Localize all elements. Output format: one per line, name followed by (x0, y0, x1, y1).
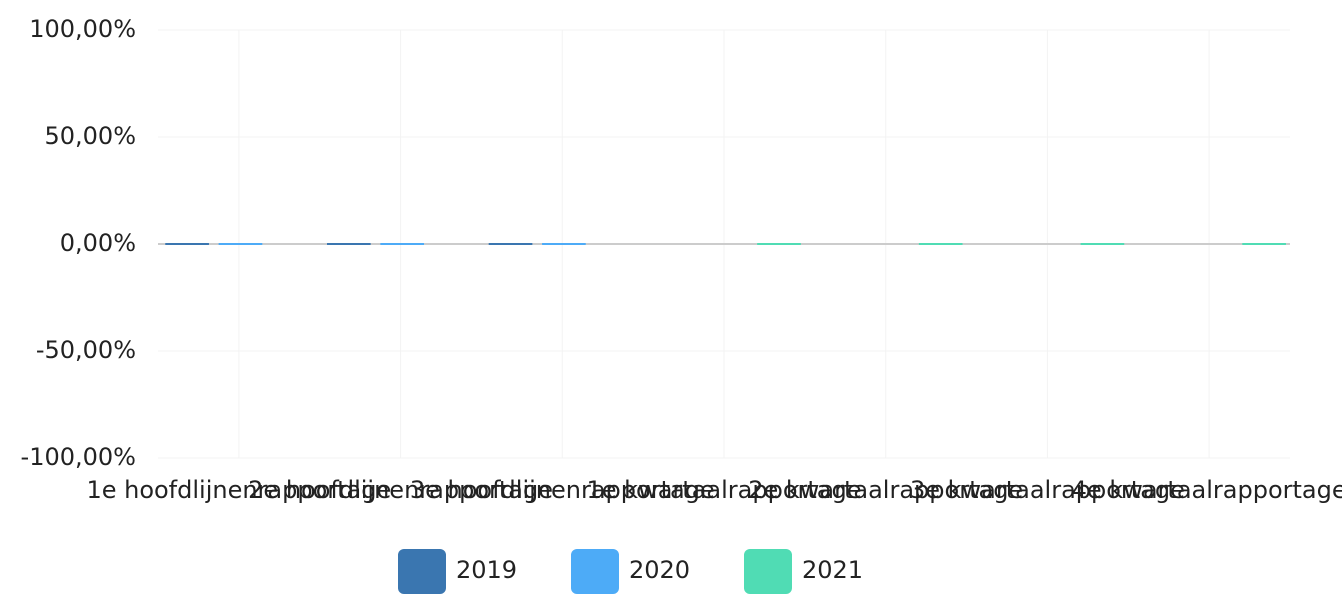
legend-swatch (744, 549, 792, 594)
legend-swatch (398, 549, 446, 594)
x-tick-label: 2e hoofdlijnenrapportage (248, 476, 553, 504)
x-tick-label: 3e kwartaalrapportage (910, 476, 1185, 504)
legend-label: 2021 (802, 556, 863, 584)
x-tick-label: 1e kwartaalrapportage (587, 476, 862, 504)
x-tick-label: 3e hoofdlijnenrapportage (410, 476, 715, 504)
y-tick-label: 0,00% (60, 229, 136, 257)
y-tick-label: 100,00% (29, 15, 136, 43)
bar (218, 243, 263, 245)
bar (488, 243, 533, 245)
bar (380, 243, 425, 245)
x-tick-label: 4e kwartaalrapportage (1072, 476, 1342, 504)
bar (326, 243, 371, 245)
legend-label: 2019 (456, 556, 517, 584)
bar (1242, 243, 1286, 245)
bar (918, 243, 963, 245)
legend-label: 2020 (629, 556, 690, 584)
y-tick-label: -100,00% (21, 443, 136, 471)
y-tick-label: 50,00% (44, 122, 136, 150)
bar (757, 243, 801, 245)
bar (1080, 243, 1125, 245)
x-tick-label: 2e kwartaalrapportage (748, 476, 1023, 504)
bar (542, 243, 586, 245)
y-tick-label: -50,00% (36, 336, 136, 364)
legend-swatch (571, 549, 619, 594)
x-tick-label: 1e hoofdlijnenrapportage (86, 476, 391, 504)
bar (165, 243, 209, 245)
